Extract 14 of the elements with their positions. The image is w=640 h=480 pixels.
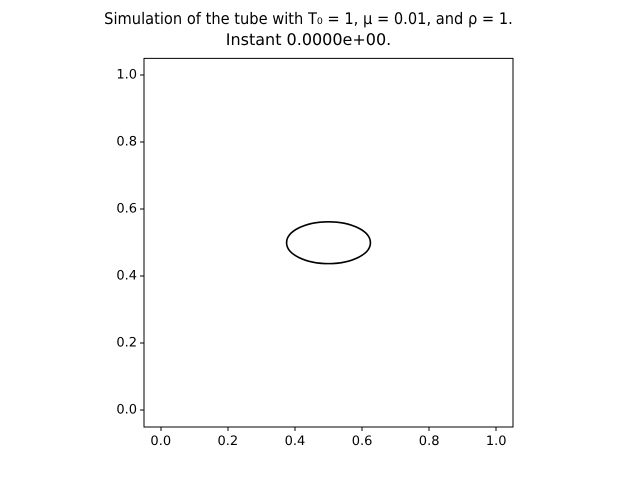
- y-tick-label: 1.0: [116, 68, 137, 83]
- x-tick-label: 1.0: [486, 434, 507, 450]
- x-tick-label: 0.8: [418, 434, 440, 450]
- chart-subtitle: Instant 0.0000e+00.: [226, 30, 392, 49]
- y-tick-label: 0.0: [116, 402, 137, 418]
- y-tick-label: 0.8: [116, 134, 137, 150]
- x-tick-label: 0.6: [352, 434, 372, 450]
- y-tick-label: 0.6: [116, 202, 137, 217]
- x-tick-label: 0.0: [150, 434, 172, 450]
- y-tick-label: 0.2: [116, 336, 137, 351]
- y-tick-label: 0.4: [116, 268, 137, 284]
- chart-title: Simulation of the tube with T₀ = 1, μ = 0.01, and ρ = 1.: [104, 9, 513, 28]
- x-tick-label: 0.2: [218, 434, 238, 450]
- x-tick-label: 0.4: [284, 434, 306, 450]
